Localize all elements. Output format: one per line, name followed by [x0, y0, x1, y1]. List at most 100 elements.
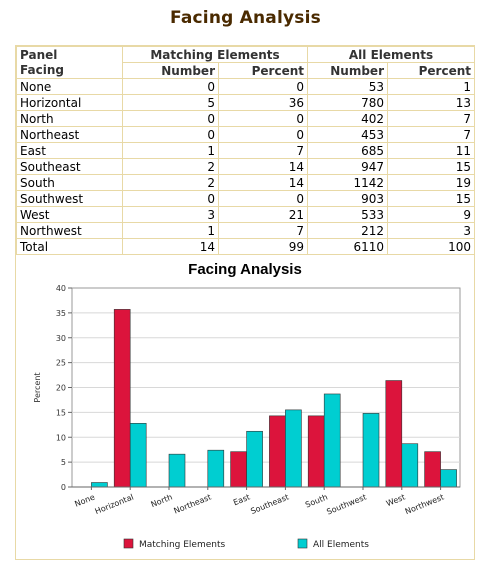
facing-cell: Southeast [16, 158, 123, 175]
header-all-percent: Percent [387, 62, 475, 79]
table-header-row-1: Panel Matching Elements All Elements [16, 46, 475, 63]
bar-all-elements [285, 409, 302, 488]
all-number-cell: 53 [307, 78, 388, 95]
x-category-label: North [150, 493, 174, 510]
facing-cell: Southwest [16, 190, 123, 207]
matching-percent-cell: 0 [218, 190, 308, 207]
bar-all-elements [207, 449, 225, 488]
header-panel-facing-bottom: Facing [16, 62, 123, 79]
table-row: West 3 21 533 9 [16, 206, 475, 223]
table-row: North 0 0 402 7 [16, 110, 475, 127]
all-number-cell: 903 [307, 190, 388, 207]
all-percent-cell: 11 [387, 142, 475, 159]
legend-swatch [297, 538, 308, 549]
table-row: Northwest 1 7 212 3 [16, 222, 475, 239]
facing-cell: Horizontal [16, 94, 123, 111]
matching-percent-cell: 99 [218, 238, 308, 255]
matching-percent-cell: 0 [218, 78, 308, 95]
all-number-cell: 402 [307, 110, 388, 127]
table-header-row-2: Facing Number Percent Number Percent [16, 62, 475, 79]
header-matching-elements: Matching Elements [122, 46, 308, 63]
facing-cell: Northeast [16, 126, 123, 143]
x-category-label: Northwest [404, 493, 446, 517]
bar-all-elements [168, 453, 186, 488]
bar-all-elements [129, 423, 147, 488]
x-category-label: Southwest [325, 493, 367, 517]
bar-matching-elements [269, 415, 286, 488]
facing-cell: North [16, 110, 123, 127]
bar-all-elements [362, 413, 380, 488]
bar-matching-elements [424, 451, 441, 488]
matching-percent-cell: 7 [218, 142, 308, 159]
facing-cell: South [16, 174, 123, 191]
matching-number-cell: 2 [122, 174, 219, 191]
matching-number-cell: 1 [122, 142, 219, 159]
y-axis-label: Percent [33, 372, 42, 402]
bar-matching-elements [230, 451, 247, 488]
x-category-label: East [232, 493, 251, 508]
y-tick-label: 40 [56, 284, 66, 293]
bar-all-elements [91, 482, 108, 488]
all-percent-cell: 13 [387, 94, 475, 111]
y-tick-label: 0 [61, 483, 66, 492]
bar-all-elements [401, 443, 419, 488]
report-frame [15, 45, 475, 560]
header-all-elements: All Elements [307, 46, 475, 63]
facing-cell: Total [16, 238, 123, 255]
facing-table: Panel Matching Elements All Elements Fac… [16, 46, 475, 255]
bar-all-elements [323, 393, 341, 488]
all-percent-cell: 9 [387, 206, 475, 223]
matching-number-cell: 0 [122, 110, 219, 127]
matching-number-cell: 0 [122, 78, 219, 95]
matching-number-cell: 1 [122, 222, 219, 239]
chart-title: Facing Analysis [188, 261, 302, 278]
bar-all-elements [246, 430, 263, 488]
bar-matching-elements [113, 309, 131, 488]
all-number-cell: 685 [307, 142, 388, 159]
table-row: East 1 7 685 11 [16, 142, 475, 159]
bar-matching-elements [307, 415, 325, 488]
facing-cell: None [16, 78, 123, 95]
table-row: None 0 0 53 1 [16, 78, 475, 95]
all-number-cell: 212 [307, 222, 388, 239]
header-panel-facing-top: Panel [16, 46, 123, 63]
matching-number-cell: 0 [122, 126, 219, 143]
matching-number-cell: 5 [122, 94, 219, 111]
table-row: Southwest 0 0 903 15 [16, 190, 475, 207]
matching-percent-cell: 7 [218, 222, 308, 239]
header-matching-percent: Percent [218, 62, 308, 79]
table-row: South 2 14 1142 19 [16, 174, 475, 191]
y-tick-label: 20 [56, 384, 66, 393]
matching-number-cell: 0 [122, 190, 219, 207]
y-tick-label: 35 [56, 309, 66, 318]
all-number-cell: 533 [307, 206, 388, 223]
all-number-cell: 1142 [307, 174, 388, 191]
legend-label: All Elements [313, 540, 369, 550]
all-number-cell: 453 [307, 126, 388, 143]
y-tick-label: 5 [61, 458, 66, 467]
all-number-cell: 6110 [307, 238, 388, 255]
facing-cell: West [16, 206, 123, 223]
all-number-cell: 780 [307, 94, 388, 111]
all-percent-cell: 15 [387, 190, 475, 207]
x-category-label: None [73, 492, 96, 508]
all-percent-cell: 7 [387, 110, 475, 127]
all-percent-cell: 19 [387, 174, 475, 191]
legend-label: Matching Elements [139, 540, 226, 550]
matching-percent-cell: 21 [218, 206, 308, 223]
facing-chart: Facing Analysis 0 5 10 15 20 25 30 35 40 Percent N… [16, 256, 474, 559]
facing-cell: East [16, 142, 123, 159]
y-tick-label: 30 [56, 334, 66, 343]
matching-number-cell: 14 [122, 238, 219, 255]
legend-swatch [123, 538, 134, 549]
table-total-row: Total 14 99 6110 100 [16, 238, 475, 255]
matching-percent-cell: 0 [218, 110, 308, 127]
x-category-label: Horizontal [94, 493, 135, 517]
y-tick-label: 15 [56, 408, 66, 417]
table-row: Northeast 0 0 453 7 [16, 126, 475, 143]
y-tick-label: 25 [56, 359, 66, 368]
matching-percent-cell: 14 [218, 174, 308, 191]
matching-percent-cell: 14 [218, 158, 308, 175]
bar-matching-elements [385, 380, 403, 488]
